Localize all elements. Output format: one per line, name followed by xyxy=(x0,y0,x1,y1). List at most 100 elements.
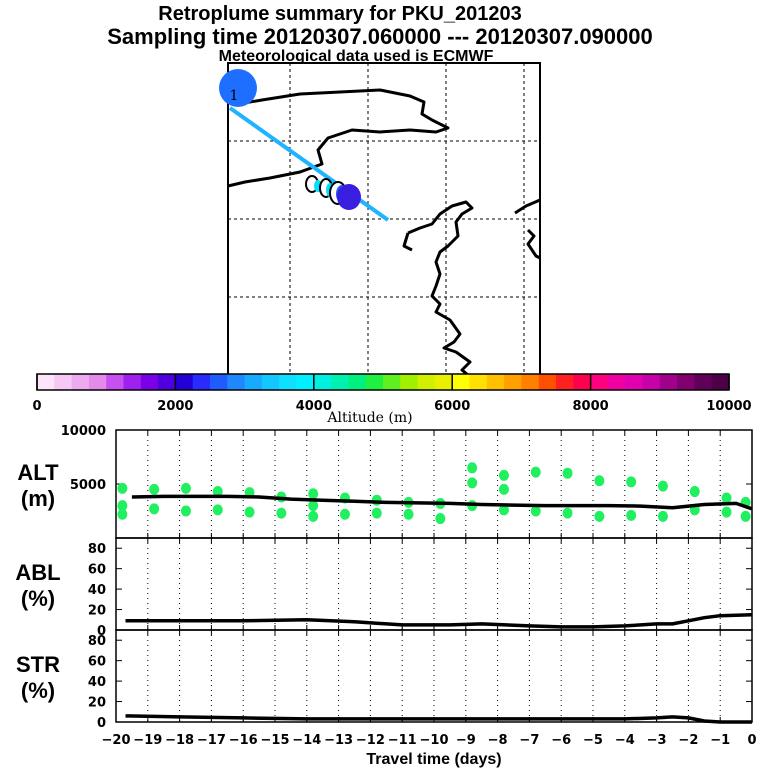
colorbar-cell xyxy=(677,374,695,390)
altitude-scatter-point xyxy=(180,505,191,517)
colorbar-cell xyxy=(54,374,73,390)
figure-title: Retroplume summary for PKU_201203 xyxy=(158,3,521,25)
altitude-scatter-point xyxy=(339,508,350,520)
plume-marker xyxy=(337,184,361,210)
y-tick-label: 0 xyxy=(97,624,106,639)
source-marker xyxy=(219,69,257,107)
coastline xyxy=(227,88,541,377)
y-tick-label: 20 xyxy=(88,604,106,619)
colorbar-tick-label: 10000 xyxy=(706,399,751,414)
x-tick-label: −19 xyxy=(133,733,162,748)
altitude-scatter-point xyxy=(117,500,128,512)
altitude-scatter-point xyxy=(435,513,446,525)
colorbar-cell xyxy=(556,374,574,390)
x-tick-label: −5 xyxy=(583,733,603,748)
altitude-scatter-point xyxy=(689,486,700,498)
colorbar-cell xyxy=(452,374,470,390)
colorbar-cell xyxy=(538,374,557,390)
colorbar-tick-label: 6000 xyxy=(434,399,470,414)
altitude-scatter-point xyxy=(149,483,160,495)
colorbar-cell xyxy=(296,374,315,390)
colorbar-cell xyxy=(417,374,436,390)
altitude-scatter-point xyxy=(212,486,223,498)
colorbar-cell xyxy=(469,374,488,390)
altitude-scatter-point xyxy=(371,507,382,519)
colorbar-cell xyxy=(88,374,107,390)
x-tick-label: −6 xyxy=(551,733,571,748)
colorbar-cell xyxy=(140,374,159,390)
altitude-scatter-point xyxy=(721,492,732,504)
colorbar-cell xyxy=(331,374,349,390)
colorbar-cell xyxy=(400,374,419,390)
x-tick-label: −7 xyxy=(519,733,539,748)
panel-alt: 5000 10000 ALT(m) xyxy=(17,424,753,539)
colorbar-cell xyxy=(37,374,55,390)
colorbar-cell xyxy=(625,374,643,390)
panel-abl: 0 20 40 60 80 ABL(%) xyxy=(15,537,753,639)
series-line-abl xyxy=(125,612,753,629)
colorbar-cell xyxy=(607,374,626,390)
altitude-scatter-point xyxy=(562,507,573,519)
colorbar-xlabel: Altitude (m) xyxy=(326,410,412,426)
colorbar-cell xyxy=(711,374,730,390)
y-tick-label: 5000 xyxy=(70,478,106,493)
colorbar-cell xyxy=(313,374,332,390)
x-tick-label: −18 xyxy=(165,733,194,748)
altitude-scatter-point xyxy=(308,488,319,500)
altitude-scatter-point xyxy=(626,476,637,488)
colorbar-cell xyxy=(244,374,263,390)
colorbar-cell xyxy=(192,374,211,390)
altitude-scatter-point xyxy=(308,510,319,522)
altitude-scatter-point xyxy=(530,466,541,478)
time-series-panels: 500010000ALT(m)020406080ABL(%)020406080S… xyxy=(15,424,756,768)
colorbar-cell xyxy=(694,374,713,390)
x-tick-label: −9 xyxy=(456,733,476,748)
panel-ylabel-unit: (%) xyxy=(21,678,55,703)
colorbar-cell xyxy=(504,374,522,390)
colorbar-tick-label: 8000 xyxy=(573,399,609,414)
colorbar-cell xyxy=(227,374,246,390)
met-data-note: Meteorological data used is ECMWF xyxy=(219,48,494,65)
x-tick-label: −17 xyxy=(197,733,226,748)
colorbar: 0 2000 4000 6000 8000 10000 Altitude (m) xyxy=(32,373,752,426)
x-tick-label: −10 xyxy=(420,733,449,748)
altitude-scatter-point xyxy=(498,469,509,481)
altitude-scatter-point xyxy=(594,475,605,487)
colorbar-cell xyxy=(279,374,297,390)
colorbar-cell xyxy=(590,374,609,390)
colorbar-cell xyxy=(486,374,505,390)
series-line-alt xyxy=(131,494,753,511)
altitude-scatter-point xyxy=(530,505,541,517)
altitude-scatter-point xyxy=(657,510,668,522)
panel-frame xyxy=(115,429,753,539)
altitude-scatter-point xyxy=(740,510,751,522)
x-tick-label: −2 xyxy=(678,733,698,748)
colorbar-tick-label: 0 xyxy=(32,399,41,414)
x-axis-title: Travel time (days) xyxy=(366,751,501,768)
panel-ylabel: ALT xyxy=(17,460,59,485)
trajectory-track xyxy=(228,106,390,222)
x-tick-label: −4 xyxy=(615,733,635,748)
y-tick-label: 40 xyxy=(88,675,106,690)
y-tick-label: 40 xyxy=(88,583,106,598)
altitude-scatter-point xyxy=(467,462,478,474)
altitude-scatter-point xyxy=(308,500,319,512)
altitude-scatter-point xyxy=(244,506,255,518)
colorbar-cell xyxy=(383,374,401,390)
series-line-str xyxy=(125,714,752,724)
source-label: 1 xyxy=(230,88,239,104)
colorbar-cell xyxy=(642,374,661,390)
altitude-scatter-point xyxy=(212,504,223,516)
colorbar-ticks: 0 2000 4000 6000 8000 10000 xyxy=(32,374,752,414)
colorbar-cell xyxy=(348,374,367,390)
panel-ylabel-unit: (%) xyxy=(21,586,55,611)
x-tick-label: −1 xyxy=(710,733,730,748)
colorbar-tick-label: 2000 xyxy=(157,399,193,414)
colorbar-cell xyxy=(659,374,678,390)
colorbar-cell xyxy=(521,374,540,390)
colorbar-cell xyxy=(106,374,124,390)
plume-markers xyxy=(305,175,361,210)
altitude-scatter-point xyxy=(117,482,128,494)
